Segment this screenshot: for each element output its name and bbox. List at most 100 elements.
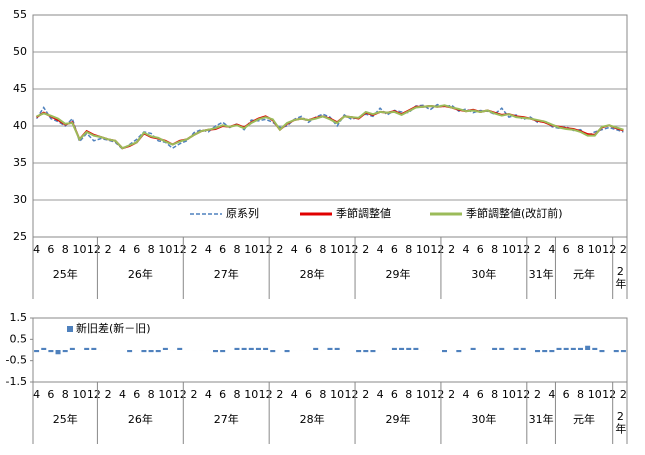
x-tick-label: 8 [148,388,155,401]
bar [48,350,54,353]
group-label: 27年 [214,412,239,426]
x-tick-label: 6 [133,388,140,401]
bar [127,350,133,353]
x-tick-label: 2 [448,388,455,401]
x-tick-label: 2 [105,243,112,256]
bar [334,347,340,350]
bar [542,350,548,353]
group-label: 26年 [128,412,153,426]
bar [356,350,362,353]
bar [69,347,75,350]
y-tick-label: 50 [13,45,27,58]
y-tick-label: 30 [13,193,27,206]
bar [513,347,519,350]
x-tick-label: 6 [563,243,570,256]
bar [391,347,397,350]
bar [62,350,68,353]
x-tick-label: 12 [344,388,358,401]
group-label: 2年 [614,265,627,289]
x-tick-label: 10 [502,243,516,256]
y-tick-label: -0.5 [6,354,27,367]
x-tick-label: 4 [33,388,40,401]
x-tick-label: 12 [87,243,101,256]
y-tick-label: 25 [13,230,27,243]
x-tick-label: 10 [244,243,258,256]
x-tick-label: 12 [173,388,187,401]
x-tick-label: 4 [462,388,469,401]
y-tick-label: 1.5 [10,311,28,324]
bar [492,347,498,350]
bar [620,350,626,353]
group-label: 28年 [300,267,325,281]
bar [177,347,183,350]
legend-label: 季節調整値 [336,206,391,220]
bar [241,347,247,350]
x-tick-label: 8 [491,243,498,256]
x-tick-label: 12 [344,243,358,256]
x-tick-label: 12 [259,388,273,401]
bar [470,347,476,350]
x-tick-label: 8 [319,388,326,401]
x-tick-label: 10 [588,388,602,401]
x-tick-label: 8 [577,243,584,256]
bar [220,350,226,353]
x-tick-label: 10 [330,388,344,401]
group-label: 28年 [300,412,325,426]
x-tick-label: 10 [73,388,87,401]
x-tick-label: 2 [276,243,283,256]
x-tick-label: 8 [405,243,412,256]
x-tick-label: 6 [477,243,484,256]
group-label: 2年 [614,410,627,434]
bar [577,347,583,350]
x-tick-label: 8 [319,243,326,256]
bar [413,347,419,350]
group-label: 31年 [529,267,554,281]
x-tick-label: 10 [416,388,430,401]
x-tick-label: 2 [448,243,455,256]
x-tick-label: 4 [377,388,384,401]
group-label: 31年 [529,412,554,426]
x-tick-label: 8 [491,388,498,401]
group-label: 29年 [385,412,410,426]
x-tick-label: 12 [87,388,101,401]
bar [592,347,598,350]
x-tick-label: 12 [259,243,273,256]
x-tick-label: 8 [62,388,69,401]
bar [255,347,261,350]
bar [549,350,555,353]
bar [34,350,40,353]
x-tick-label: 10 [330,243,344,256]
bar [570,347,576,350]
bar [585,345,591,350]
x-tick-label: 2 [534,388,541,401]
x-tick-label: 10 [158,243,172,256]
bar [248,347,254,350]
x-tick-label: 10 [502,388,516,401]
x-tick-label: 4 [548,243,555,256]
bar [556,347,562,350]
x-tick-label: 12 [602,243,616,256]
x-tick-label: 12 [516,388,530,401]
group-label: 元年 [573,267,595,281]
group-label: 29年 [385,267,410,281]
x-tick-label: 2 [105,388,112,401]
bar [155,350,161,353]
x-tick-label: 10 [588,243,602,256]
x-tick-label: 6 [219,243,226,256]
x-tick-label: 6 [305,388,312,401]
x-tick-label: 6 [563,388,570,401]
x-tick-label: 6 [133,243,140,256]
x-tick-label: 10 [158,388,172,401]
x-tick-label: 8 [148,243,155,256]
legend-label: 新旧差(新－旧) [76,321,151,335]
plot-frame [32,14,628,238]
y-tick-label: 35 [13,156,27,169]
x-tick-label: 8 [62,243,69,256]
y-tick-label: 40 [13,119,27,132]
group-label: 25年 [53,267,78,281]
x-tick-label: 6 [477,388,484,401]
x-tick-label: 4 [119,243,126,256]
group-label: 元年 [573,412,595,426]
x-tick-label: 4 [291,388,298,401]
